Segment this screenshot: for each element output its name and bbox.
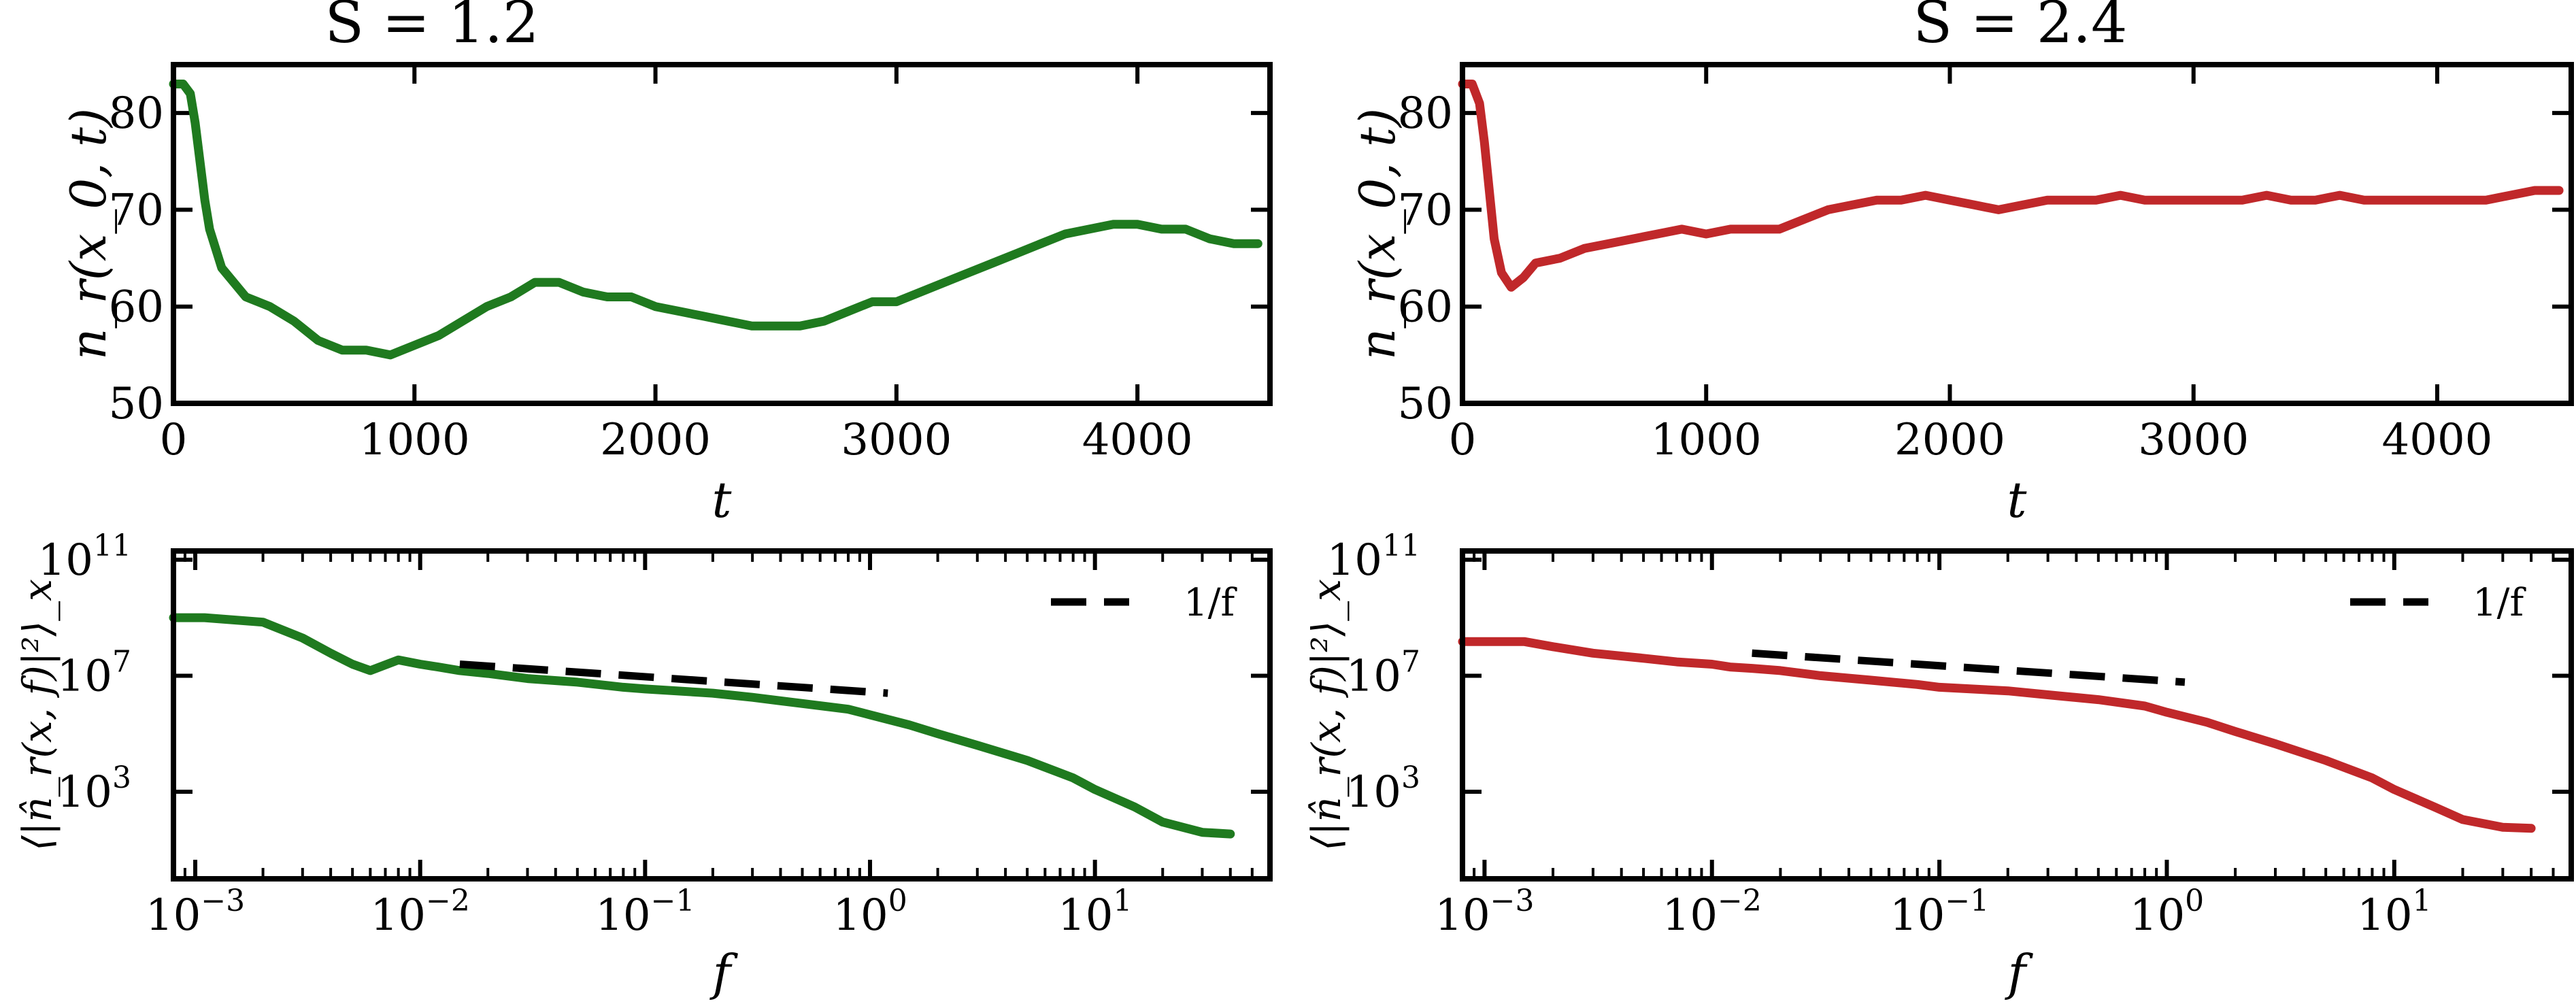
x-tick-label: 10−1 bbox=[595, 884, 695, 941]
x-tick-label: 101 bbox=[1058, 884, 1132, 941]
panel-title: S = 2.4 bbox=[1913, 0, 2128, 56]
plot-frame bbox=[171, 62, 1273, 406]
x-axis-label: f bbox=[2005, 944, 2034, 1001]
x-tick-label: 4000 bbox=[2382, 415, 2493, 465]
plot-frame bbox=[1460, 62, 2574, 406]
y-tick-label: 50 bbox=[109, 379, 164, 429]
x-axis-label: f bbox=[709, 944, 739, 1001]
y-axis-label: ⟨|n̂_r(x, f)|²⟩_x bbox=[14, 579, 61, 851]
panel-top-right: S = 2.4 0 1000 2000 3000 4000 50 60 70 80 t n_r(… bbox=[1349, 0, 2574, 529]
y-tick-label: 60 bbox=[1398, 282, 1453, 333]
ticks-group: 10−3 10−2 10−1 100 101 103 107 1011 bbox=[38, 529, 1270, 941]
y-tick-label: 80 bbox=[1398, 88, 1453, 139]
y-tick-label: 103 bbox=[57, 760, 131, 818]
y-tick-label: 103 bbox=[1346, 760, 1420, 818]
panel-title: S = 1.2 bbox=[325, 0, 539, 56]
y-axis-label: n_r(x_0, t) bbox=[60, 108, 117, 360]
x-tick-label: 1000 bbox=[1651, 415, 1762, 465]
x-tick-label: 1000 bbox=[359, 415, 470, 465]
x-tick-label: 0 bbox=[1449, 415, 1477, 465]
reference-line-1-over-f bbox=[1752, 649, 2186, 686]
x-tick-label: 2000 bbox=[600, 415, 711, 465]
x-axis-label: t bbox=[2007, 471, 2028, 529]
plot-frame bbox=[171, 548, 1273, 882]
legend-label: 1/f bbox=[2473, 581, 2526, 625]
series-line bbox=[1458, 637, 2536, 833]
legend-label: 1/f bbox=[1184, 581, 1237, 625]
y-tick-label: 107 bbox=[1346, 644, 1420, 701]
x-tick-label: 100 bbox=[833, 884, 907, 941]
y-tick-label: 70 bbox=[109, 185, 164, 235]
x-tick-label: 4000 bbox=[1082, 415, 1193, 465]
series-line bbox=[1458, 80, 2564, 292]
x-tick-label: 3000 bbox=[841, 415, 952, 465]
x-axis-label: t bbox=[712, 471, 733, 529]
y-tick-label: 80 bbox=[109, 88, 164, 139]
y-tick-label: 1011 bbox=[1327, 529, 1420, 586]
x-tick-label: 10−3 bbox=[1435, 884, 1534, 941]
panel-bottom-right: 10−3 10−2 10−1 100 101 103 107 1011 1/f f ⟨|n̂_… bbox=[1303, 529, 2574, 1001]
panel-bottom-left: 10−3 10−2 10−1 100 101 103 107 1011 1/f f ⟨|n̂_… bbox=[14, 529, 1273, 1001]
panel-top-left: S = 1.2 0 1000 2000 3000 4000 50 60 70 80 t n_r(… bbox=[60, 0, 1273, 529]
y-tick-label: 50 bbox=[1398, 379, 1453, 429]
x-tick-label: 3000 bbox=[2138, 415, 2249, 465]
y-tick-label: 70 bbox=[1398, 185, 1453, 235]
x-tick-label: 101 bbox=[2357, 884, 2431, 941]
ticks-group: 10−3 10−2 10−1 100 101 103 107 1011 bbox=[1327, 529, 2571, 941]
x-tick-label: 10−2 bbox=[1662, 884, 1762, 941]
series-line bbox=[169, 80, 1262, 360]
y-tick-label: 107 bbox=[57, 644, 131, 701]
series-line bbox=[169, 613, 1235, 839]
y-axis-label: n_r(x_0, t) bbox=[1349, 108, 1406, 360]
y-tick-label: 60 bbox=[109, 282, 164, 333]
plot-frame bbox=[1460, 548, 2574, 882]
y-axis-label: ⟨|n̂_r(x, f)|²⟩_x bbox=[1303, 579, 1350, 851]
x-tick-label: 0 bbox=[160, 415, 188, 465]
x-tick-label: 10−2 bbox=[371, 884, 470, 941]
x-tick-label: 100 bbox=[2130, 884, 2204, 941]
x-tick-label: 2000 bbox=[1894, 415, 2005, 465]
ticks-group: 0 1000 2000 3000 4000 50 60 70 80 bbox=[1398, 65, 2571, 465]
x-tick-label: 10−1 bbox=[1890, 884, 1989, 941]
ticks-group: 0 1000 2000 3000 4000 50 60 70 80 bbox=[109, 65, 1270, 465]
reference-line-1-over-f bbox=[459, 660, 888, 697]
x-tick-label: 10−3 bbox=[146, 884, 245, 941]
y-tick-label: 1011 bbox=[38, 529, 131, 586]
